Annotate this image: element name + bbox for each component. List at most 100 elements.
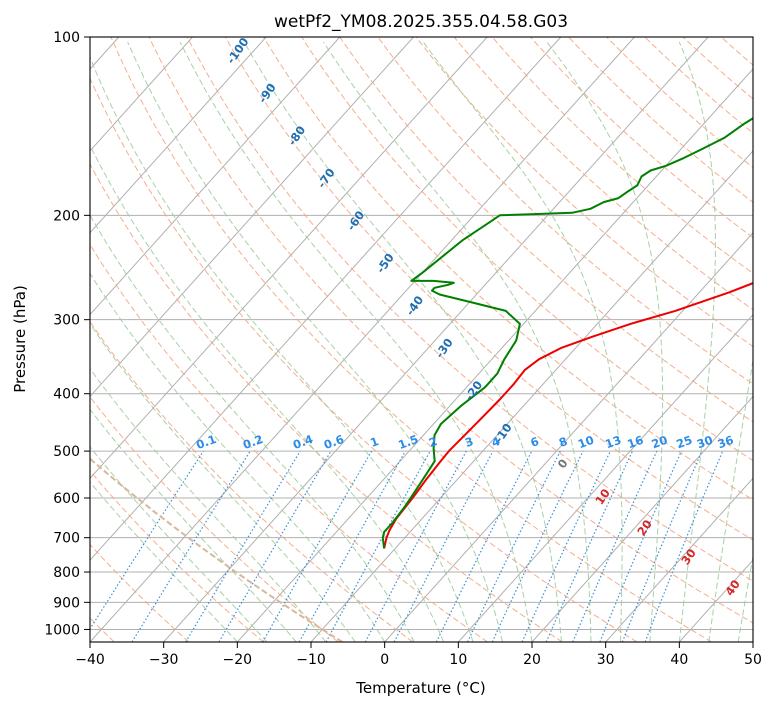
dry-adiabat-line [415,37,753,348]
plot-frame [89,36,754,643]
moist-adiabat-line [90,272,386,642]
x-tick-label: 30 [597,652,615,668]
moist-adiabats [90,41,753,642]
isotherm-line [90,37,267,234]
reference-curve [90,457,343,642]
mixing-ratio-line [644,450,724,642]
x-axis-ticks: −40 −30 −20 −10 0 10 20 30 40 50 [75,642,762,668]
mixing-ratio-lines [90,450,724,642]
moist-adiabat-line [678,41,716,642]
moist-adiabat-line [243,41,562,642]
dry-adiabat-line [110,37,712,642]
isotherm-line [457,313,753,642]
mixing-ratio-label: 1.5 [396,432,420,452]
dry-adiabat-line [453,37,753,311]
mixing-ratio-label: 36 [716,433,736,452]
mixing-ratio-line [599,450,682,642]
x-tick-label: 20 [523,652,541,668]
x-axis-label: Temperature (°C) [355,679,485,697]
mixing-ratio-line [364,450,467,642]
mixing-ratio-line [545,450,634,642]
dry-adiabats [90,37,753,642]
y-tick-label: 800 [53,565,80,581]
dry-adiabat-line [568,37,753,203]
y-tick-label: 500 [53,444,80,460]
moist-adiabat-line [90,56,474,642]
mixing-ratio-label: 16 [625,433,645,452]
x-tick-label: −10 [296,652,326,668]
mixing-ratio-line [90,450,204,631]
mixing-ratio-line [393,450,494,642]
dry-adiabat-line [90,320,414,642]
y-tick-label: 300 [53,313,80,329]
mixing-ratio-label: 0.1 [194,432,218,452]
mixing-ratio-line [572,450,658,642]
mixing-ratio-line [435,450,533,642]
isotherm-line [90,37,635,642]
dry-adiabat-line [148,37,753,624]
dry-adiabat-line [186,37,753,582]
isotherm-line [163,37,709,642]
mixing-ratio-line [298,450,406,642]
y-tick-label: 200 [53,208,80,224]
isotherm-line [384,231,753,642]
moist-adiabat-line [90,446,268,642]
x-tick-label: 40 [670,652,688,668]
isotherm-line [90,37,193,152]
dry-adiabat-line [339,37,753,423]
y-tick-label: 100 [53,30,80,46]
mixing-ratio-line [131,450,251,642]
dry-adiabat-line [90,396,339,642]
y-axis-ticks: 100 200 300 400 500 600 700 800 900 1000 [44,30,90,638]
y-tick-label: 700 [53,531,80,547]
moist-adiabat-line [708,357,753,642]
mixing-ratio-line [521,450,611,642]
dry-adiabat-line [90,163,563,642]
y-tick-label: 900 [53,595,80,611]
y-tick-label: 1000 [44,622,80,638]
x-tick-label: −20 [223,652,253,668]
dry-adiabat-line [377,37,753,385]
special-curve [90,457,343,642]
mixing-ratio-label: 20 [650,433,670,452]
isotherm-line [605,477,753,642]
mixing-ratio-line [621,450,703,642]
mixing-ratio-line [185,450,301,642]
temperature-profile-line [383,282,753,549]
isotherm-gridlines [90,37,753,642]
x-tick-label: 0 [380,652,389,668]
moist-adiabat-line [90,367,327,642]
mixing-ratio-label: 25 [674,433,694,452]
y-tick-label: 400 [53,387,80,403]
moist-adiabat-line [90,323,356,642]
isotherm-line [90,37,341,316]
dry-adiabat-line [530,37,753,239]
x-tick-label: 50 [744,652,762,668]
dry-adiabat-line [224,37,753,541]
dry-adiabat-line [90,76,638,642]
isotherm-line [236,68,753,642]
moist-adiabat-line [90,144,445,642]
isotherm-line [90,37,562,561]
y-axis-label: Pressure (hPa) [11,285,29,393]
moist-adiabat-line [127,41,503,642]
mixing-ratio-line [325,450,431,642]
mixing-ratio-label: 0.4 [291,432,315,452]
mixing-ratio-label: 30 [695,433,715,452]
isotherm-line [531,395,753,642]
mixing-ratio-label: 10 [576,433,596,452]
moist-adiabat-line [90,408,297,642]
mixing-ratio-label: 0.2 [241,432,265,452]
moist-adiabat-line [546,41,664,642]
isotherm-line [90,37,414,398]
mixing-ratio-label: 13 [603,433,623,452]
dry-adiabat-line [90,470,264,642]
x-tick-label: −40 [75,652,105,668]
y-tick-label: 600 [53,491,80,507]
isotherm-line [90,37,488,480]
x-tick-label: −30 [149,652,179,668]
plot-area: -100-90-80-70-60-50-40-30-20-100.1 0.2 0.4… [90,37,753,642]
sounding-series [381,117,753,549]
